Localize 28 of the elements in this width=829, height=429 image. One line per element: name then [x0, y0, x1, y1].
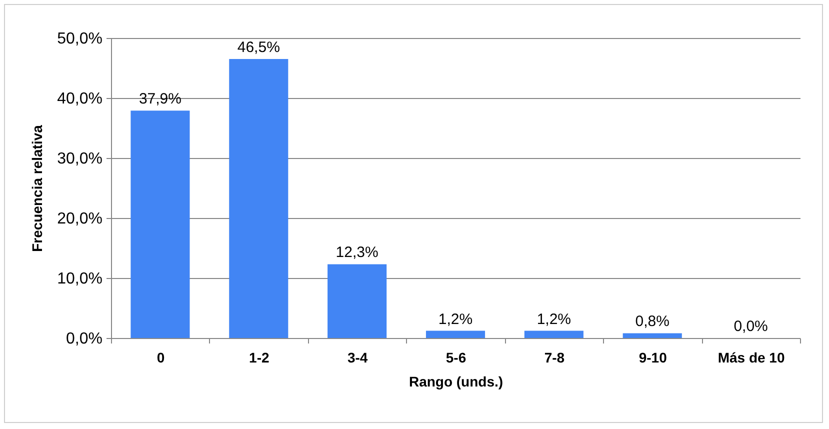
x-tick-label: 1-2 [249, 350, 270, 366]
y-tick-label: 20,0% [57, 210, 102, 228]
y-axis-title: Frecuencia relativa [29, 124, 46, 252]
x-tick-label: 5-6 [446, 350, 466, 366]
x-axis-title: Rango (unds.) [408, 374, 504, 390]
x-tick-label: 3-4 [347, 350, 368, 366]
x-tick-label: 0 [156, 350, 165, 366]
bar [130, 110, 190, 338]
bar [426, 330, 486, 338]
y-tick-label: 30,0% [57, 150, 102, 168]
data-label: 0,8% [635, 313, 670, 330]
bar [328, 264, 387, 338]
y-tick-label: 0,0% [66, 330, 102, 348]
data-label: 1,2% [438, 310, 473, 328]
x-tick-label: Más de 10 [718, 350, 785, 366]
data-label: 46,5% [237, 39, 280, 56]
data-label: 0,0% [734, 318, 768, 335]
data-label: 12,3% [336, 244, 378, 262]
bar [524, 330, 584, 338]
data-label: 37,9% [138, 90, 182, 108]
y-tick-label: 10,0% [57, 270, 102, 288]
x-tick-label: 9-10 [638, 350, 668, 366]
y-tick-label: 50,0% [57, 30, 102, 48]
x-tick-label: 7-8 [544, 350, 565, 366]
bar [622, 333, 682, 338]
y-tick-label: 40,0% [57, 90, 102, 108]
data-label: 1,2% [536, 310, 572, 328]
bar [229, 59, 288, 338]
